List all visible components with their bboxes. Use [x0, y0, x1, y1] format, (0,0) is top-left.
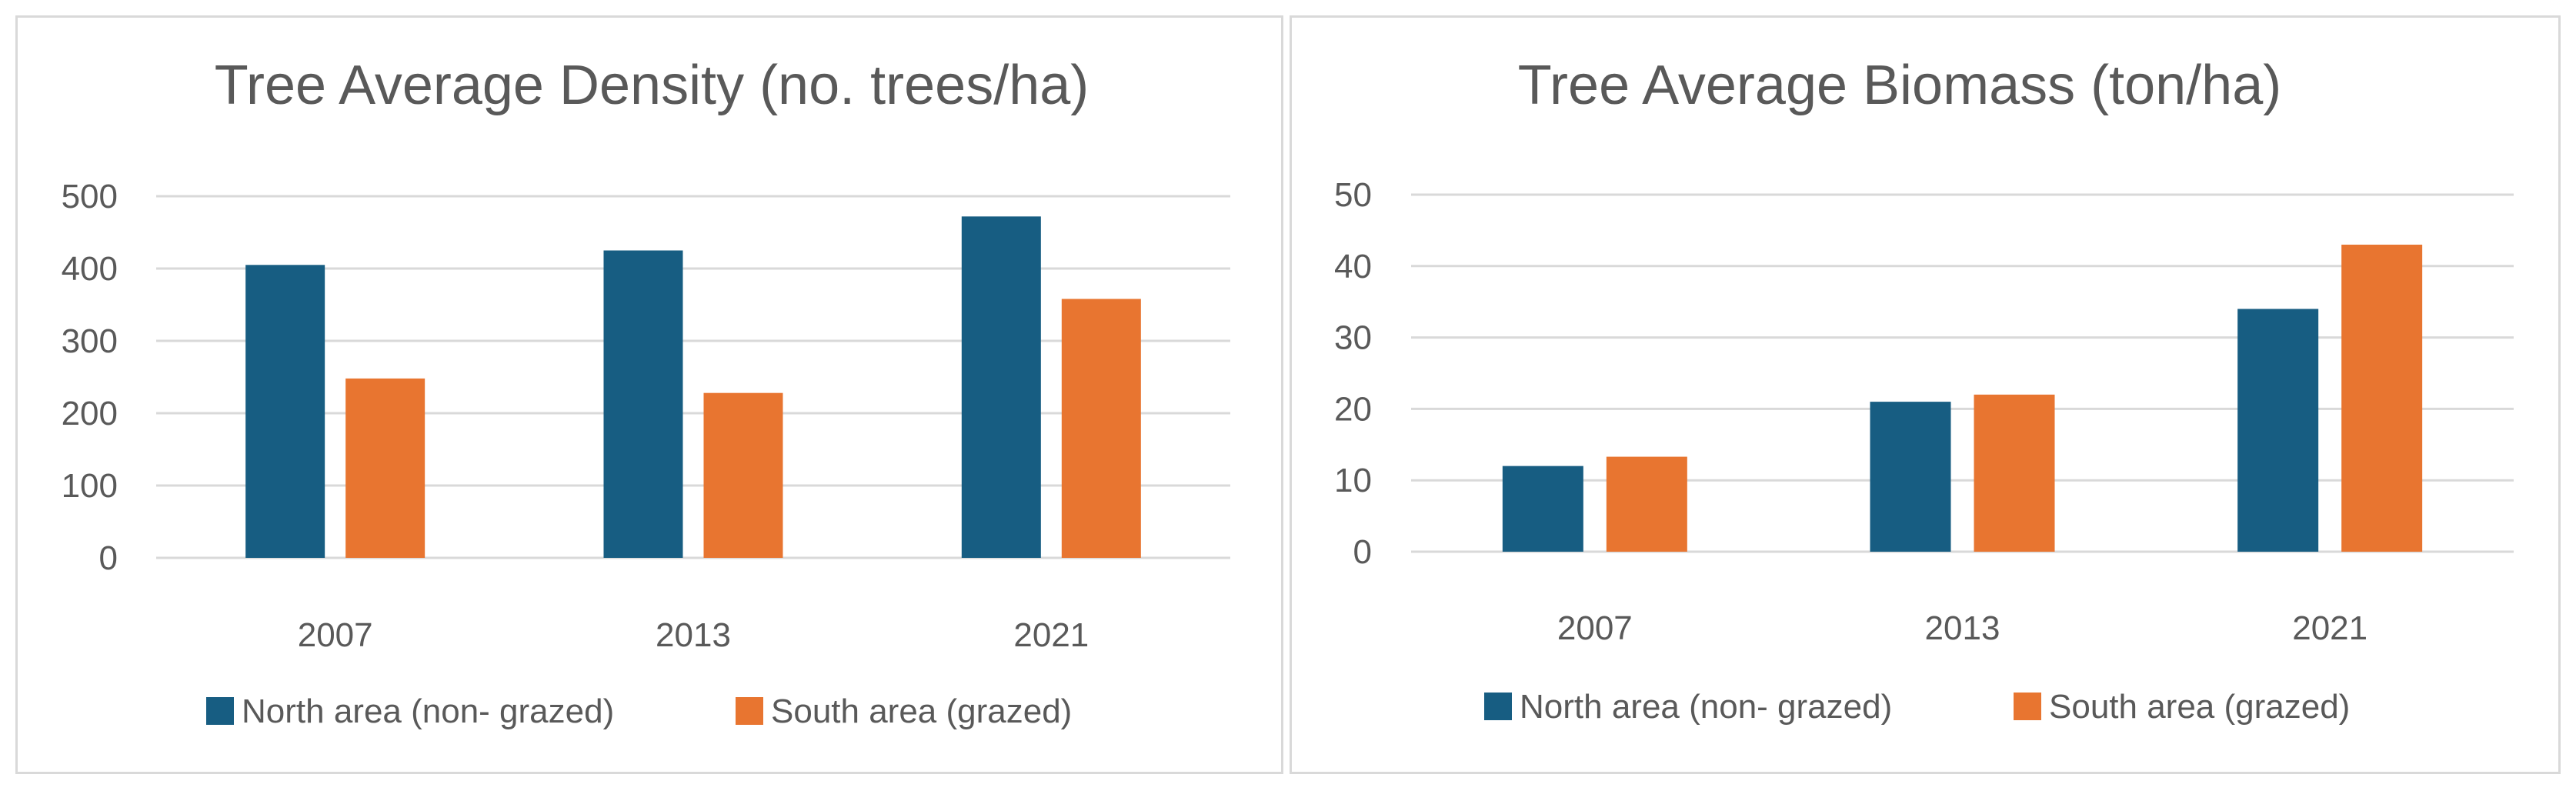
x-tick-label: 2021	[1013, 616, 1089, 654]
biomass-chart: Tree Average Biomass (ton/ha) 0 10 20 30 40 5…	[1334, 55, 2514, 726]
biomass-gridlines	[1411, 193, 2514, 553]
y-tick-label: 40	[1334, 248, 1372, 285]
y-tick-label: 30	[1334, 319, 1372, 357]
y-tick-label: 300	[62, 322, 118, 360]
legend-south-label: South area (grazed)	[771, 693, 1072, 730]
bar-north-2013	[603, 250, 683, 558]
y-tick-label: 100	[62, 467, 118, 505]
y-tick-label: 0	[99, 539, 118, 577]
legend-south-swatch	[2014, 693, 2041, 720]
bar-north-2021	[961, 216, 1041, 558]
bar-south-2021	[2341, 244, 2423, 552]
density-chart: Tree Average Density (no. trees/ha) 0 100…	[62, 55, 1230, 730]
x-tick-label: 2007	[298, 616, 373, 654]
x-tick-label: 2013	[1925, 609, 2000, 647]
density-x-axis: 2007 2013 2021	[298, 616, 1089, 654]
bar-south-2013	[703, 392, 783, 558]
legend-north-label: North area (non- grazed)	[1520, 688, 1892, 726]
y-tick-label: 200	[62, 395, 118, 432]
bar-north-2021	[2237, 309, 2319, 552]
density-gridlines	[156, 195, 1230, 559]
bar-north-2007	[1502, 466, 1583, 552]
y-tick-label: 500	[62, 178, 118, 215]
legend-north-swatch	[1484, 693, 1512, 720]
bar-south-2007	[1606, 456, 1687, 552]
biomass-chart-panel: Tree Average Biomass (ton/ha) 0 10 20 30 40 5…	[1290, 15, 2561, 774]
density-bars	[245, 216, 1141, 558]
density-legend: North area (non- grazed) South area (gra…	[206, 693, 1072, 730]
density-y-axis: 0 100 200 300 400 500	[62, 178, 118, 577]
bar-north-2007	[245, 265, 325, 558]
y-tick-label: 0	[1353, 533, 1372, 571]
biomass-chart-title: Tree Average Biomass (ton/ha)	[1518, 55, 2282, 116]
y-tick-label: 400	[62, 250, 118, 288]
y-tick-label: 50	[1334, 176, 1372, 214]
bar-south-2013	[1974, 394, 2055, 552]
y-tick-label: 10	[1334, 462, 1372, 499]
biomass-x-axis: 2007 2013 2021	[1557, 609, 2367, 647]
bar-north-2013	[1870, 402, 1951, 552]
biomass-legend: North area (non- grazed) South area (gra…	[1484, 688, 2350, 726]
legend-north-swatch	[206, 697, 234, 725]
biomass-y-axis: 0 10 20 30 40 50	[1334, 176, 1372, 571]
legend-south-swatch	[736, 697, 763, 725]
density-chart-panel: Tree Average Density (no. trees/ha) 0 100…	[15, 15, 1283, 774]
legend-south-label: South area (grazed)	[2049, 688, 2350, 726]
bar-south-2007	[345, 378, 425, 558]
density-chart-title: Tree Average Density (no. trees/ha)	[215, 55, 1089, 116]
legend-north-label: North area (non- grazed)	[242, 693, 614, 730]
x-tick-label: 2021	[2292, 609, 2367, 647]
x-tick-label: 2013	[656, 616, 731, 654]
biomass-bars	[1502, 244, 2423, 552]
x-tick-label: 2007	[1557, 609, 1633, 647]
y-tick-label: 20	[1334, 390, 1372, 428]
bar-south-2021	[1061, 299, 1141, 558]
